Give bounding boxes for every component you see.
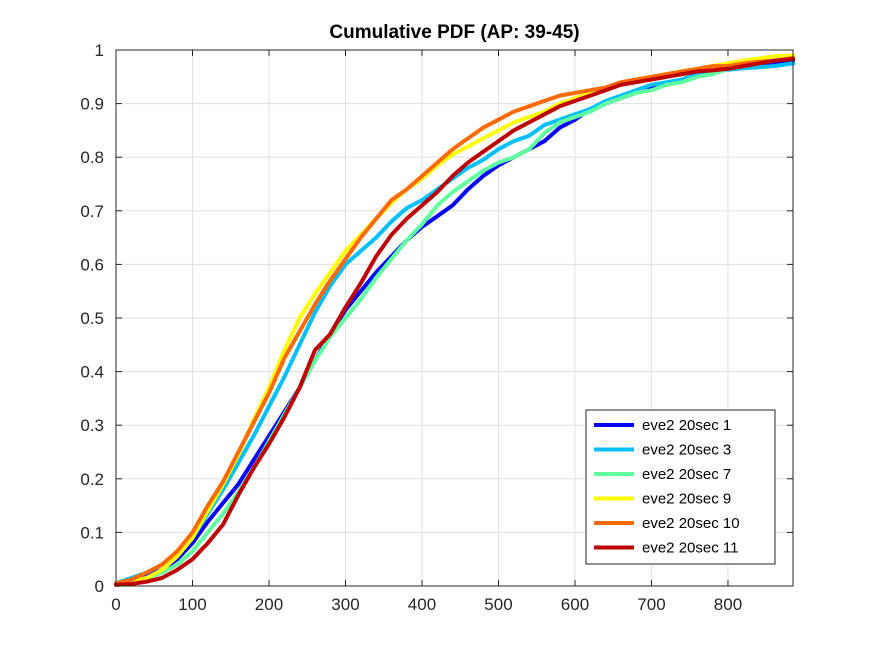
x-tick-label: 0 xyxy=(111,595,120,614)
y-tick-label: 0.9 xyxy=(80,95,104,114)
series-line-6 xyxy=(114,57,795,587)
series-line-5 xyxy=(114,56,795,586)
x-tick-label: 500 xyxy=(484,595,512,614)
x-tick-label: 400 xyxy=(408,595,436,614)
y-tick-label: 0.3 xyxy=(80,416,104,435)
series-lines xyxy=(114,53,795,587)
legend-entry: eve2 20sec 1 xyxy=(642,417,731,434)
x-tick-label: 600 xyxy=(561,595,589,614)
y-tick-label: 0.6 xyxy=(80,255,104,274)
x-axis: 0 100 200 300 400 500 600 700 800 xyxy=(111,50,742,614)
legend-box xyxy=(585,409,776,565)
x-tick-label: 200 xyxy=(255,595,283,614)
legend-entry: eve2 20sec 7 xyxy=(642,466,731,483)
series-line-3 xyxy=(114,56,795,587)
y-tick-label: 1 xyxy=(95,41,104,60)
legend: eve2 20sec 1 eve2 20sec 3 eve2 20sec 7 eve2… xyxy=(585,409,776,565)
legend-entry: eve2 20sec 10 xyxy=(642,515,740,532)
y-tick-label: 0.4 xyxy=(80,363,104,382)
legend-entry: eve2 20sec 3 xyxy=(642,442,731,459)
legend-entry: eve2 20sec 9 xyxy=(642,491,731,508)
y-tick-label: 0.2 xyxy=(80,470,104,489)
x-tick-label: 800 xyxy=(714,595,742,614)
y-tick-label: 0.7 xyxy=(80,202,104,221)
y-tick-label: 0.8 xyxy=(80,148,104,167)
y-tick-label: 0.5 xyxy=(80,309,104,328)
y-tick-label: 0.1 xyxy=(80,523,104,542)
y-tick-label: 0 xyxy=(95,577,104,596)
chart-title: Cumulative PDF (AP: 39-45) xyxy=(329,22,579,43)
x-tick-label: 300 xyxy=(331,595,359,614)
legend-entry: eve2 20sec 11 xyxy=(642,540,738,557)
x-tick-label: 100 xyxy=(178,595,206,614)
y-axis: 0 0.1 0.2 0.3 0.4 0.5 0.6 0.7 0.8 0.9 1 xyxy=(80,41,793,596)
x-tick-label: 700 xyxy=(637,595,665,614)
